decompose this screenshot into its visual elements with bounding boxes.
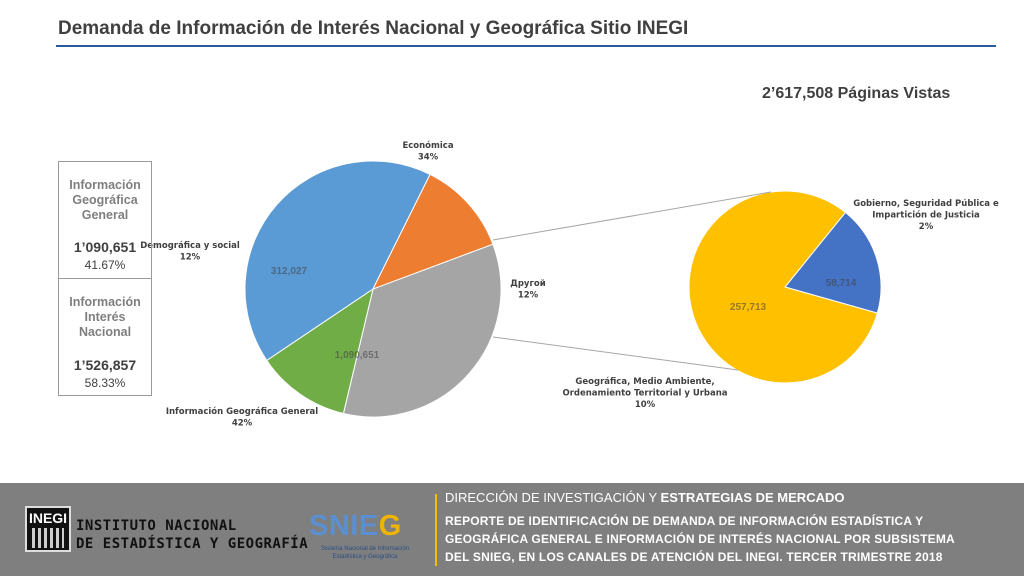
pie-slice-informacion-geografica-general — [244, 160, 431, 362]
slice-value-demografica-y-social: 312,027 — [271, 266, 308, 277]
institute-name-line-2: DE ESTADÍSTICA Y GEOGRAFÍA — [76, 536, 309, 552]
institute-name-line-1: INSTITUTO NACIONAL — [76, 518, 237, 534]
secondary-slice-geografica-medio-ambiente — [688, 190, 878, 384]
geo-label-line-3: General — [81, 208, 129, 222]
department-name-bold: ESTRATEGIAS DE MERCADO — [660, 490, 845, 505]
snieg-logo: SNIEG — [309, 510, 402, 543]
summary-box: Información Geográfica General 1’090,651… — [58, 161, 152, 396]
secondary-value-geografica-medio-ambiente: 257,713 — [730, 302, 767, 313]
footer-divider — [435, 494, 437, 566]
secondary-label-gobierno-seguridad-publica-e-2: Impartición de Justicia — [872, 210, 980, 221]
slice-label-informacion-geografica-general-2: 42% — [232, 419, 253, 429]
snieg-logo-prefix: SNIE — [309, 510, 379, 542]
slice-label-otro-2: 12% — [518, 291, 539, 301]
slice-label-economica-1: Económica — [402, 140, 453, 151]
secondary-label-geografica-medio-ambiente-2: Ordenamiento Territorial y Urbana — [562, 389, 727, 399]
summary-divider — [59, 278, 151, 279]
inegi-logo-text: INEGI — [28, 510, 68, 526]
pie-of-pie-chart: Económica34%898,403Другой12%Información … — [140, 140, 999, 429]
snieg-logo-suffix: G — [378, 510, 402, 542]
slice-label-demografica-y-social-1: Demográfica y social — [140, 241, 240, 251]
slice-value-informacion-geografica-general: 1,090,651 — [335, 350, 380, 361]
nat-value: 1’526,857 — [73, 357, 137, 373]
secondary-slice-gobierno-seguridad-publica-e — [784, 211, 882, 314]
nat-label-line-2: Interés — [84, 310, 126, 324]
nat-percent: 58.33% — [84, 376, 126, 390]
inegi-logo-pattern — [32, 528, 64, 548]
pie-slice-otro — [266, 287, 374, 415]
nat-label-line-3: Nacional — [78, 325, 132, 339]
title-underline — [56, 45, 996, 47]
connector-line-top — [492, 191, 772, 241]
slice-label-otro-1: Другой — [510, 279, 545, 289]
secondary-label-gobierno-seguridad-publica-e-1: Gobierno, Seguridad Pública e — [853, 199, 999, 209]
nat-label-line-1: Información — [69, 295, 141, 309]
secondary-value-gobierno-seguridad-publica-e: 58,714 — [826, 278, 857, 289]
geo-label-line-1: Información — [69, 178, 141, 192]
page-views-total: 2’617,508 Páginas Vistas — [762, 85, 951, 102]
slice-label-demografica-y-social-2: 12% — [180, 253, 201, 263]
geo-value: 1’090,651 — [73, 239, 137, 255]
slice-label-informacion-geografica-general-1: Información Geográfica General — [166, 406, 318, 417]
page-title: Demanda de Información de Interés Nacion… — [58, 18, 689, 39]
snieg-subtitle-line-2: Estadística y Geográfica — [332, 554, 398, 560]
report-title-line-2: GEOGRÁFICA GENERAL E INFORMACIÓN DE INTE… — [445, 532, 955, 546]
secondary-label-gobierno-seguridad-publica-e-3: 2% — [919, 222, 934, 232]
secondary-label-geografica-medio-ambiente-1: Geográfica, Medio Ambiente, — [575, 377, 714, 387]
inegi-logo: INEGI — [25, 506, 71, 552]
footer-bar — [0, 483, 1024, 576]
slice-label-economica-2: 34% — [418, 153, 439, 163]
secondary-label-geografica-medio-ambiente-3: 10% — [635, 400, 656, 410]
connector-line-bottom — [492, 336, 739, 371]
department-name: DIRECCIÓN DE INVESTIGACIÓN Y ESTRATEGIAS… — [445, 490, 844, 505]
geo-percent: 41.67% — [84, 258, 126, 272]
geo-label-line-2: Geográfica — [72, 193, 138, 207]
pie-slice-economica — [342, 243, 502, 418]
department-name-normal: DIRECCIÓN DE INVESTIGACIÓN Y — [445, 490, 657, 505]
report-title-line-3: DEL SNIEG, EN LOS CANALES DE ATENCIÓN DE… — [445, 550, 943, 564]
snieg-subtitle-line-1: Sistema Nacional de Información — [320, 546, 410, 552]
report-title-line-1: REPORTE DE IDENTIFICACIÓN DE DEMANDA DE … — [445, 514, 924, 528]
pie-slice-demografica-y-social — [371, 173, 494, 290]
